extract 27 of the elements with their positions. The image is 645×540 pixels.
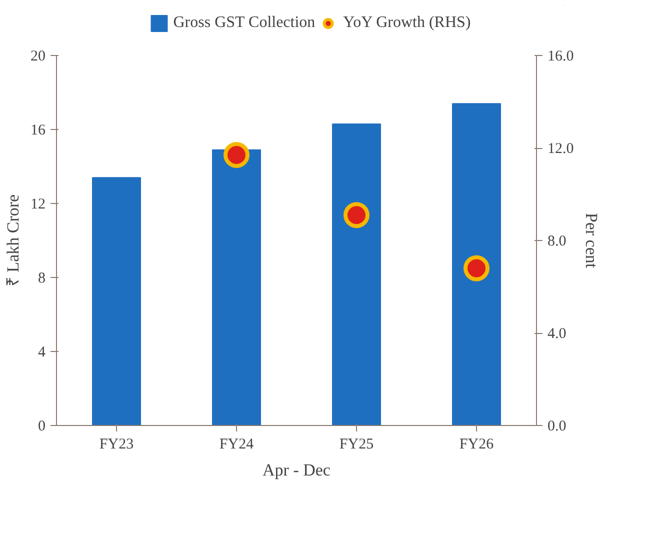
y-tick-label: 20 (30, 48, 46, 64)
legend-label: YoY Growth (RHS) (343, 14, 471, 32)
y2-tick-label: 4.0 (548, 326, 566, 342)
y-tick-label: 8 (38, 270, 46, 286)
y-tick-label: 12 (30, 196, 46, 212)
y-tick-label: 4 (38, 344, 46, 360)
x-tick-label: FY23 (99, 436, 134, 452)
x-tick-label: FY26 (459, 436, 494, 452)
y2-axis-title: Per cent (582, 212, 601, 268)
y2-tick-label: 0.0 (548, 418, 566, 434)
bar (452, 103, 501, 426)
bar (332, 123, 381, 426)
x-tick-label: FY24 (219, 436, 254, 452)
y-tick-label: 16 (30, 122, 46, 138)
x-tick-label: FY25 (339, 436, 374, 452)
y-tick-label: 0 (38, 418, 46, 434)
bar (212, 149, 261, 426)
y2-tick-label: 8.0 (548, 234, 566, 250)
legend-label: Gross GST Collection (173, 14, 316, 32)
point (224, 142, 250, 168)
point (344, 202, 370, 228)
x-axis-title: Apr - Dec (262, 460, 331, 480)
y-axis-title: ₹ Lakh Crore (4, 194, 22, 287)
y2-tick-label: 16.0 (548, 48, 574, 64)
point (464, 255, 490, 282)
y2-tick-label: 12.0 (548, 141, 574, 157)
bar (92, 177, 141, 426)
